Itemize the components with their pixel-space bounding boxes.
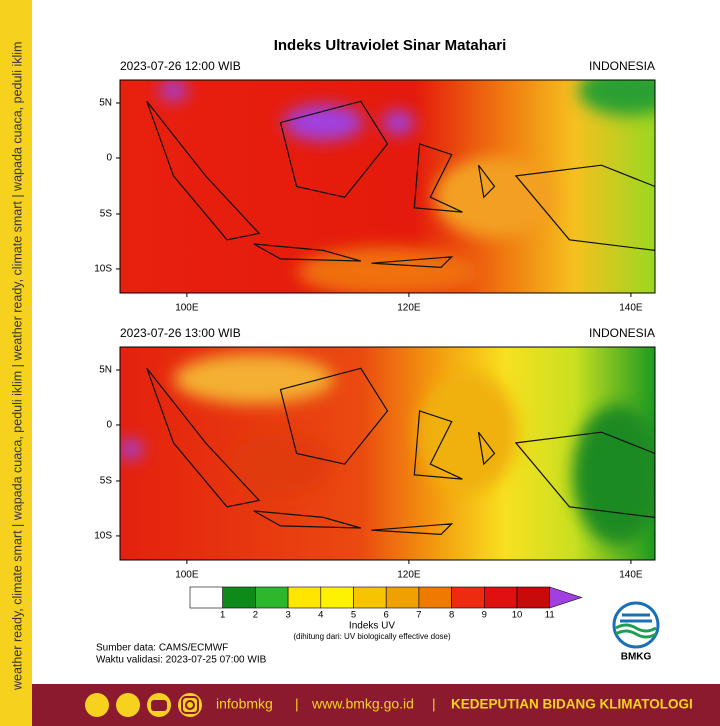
colorbar-box	[320, 586, 354, 609]
colorbar-box	[418, 586, 452, 609]
lat-label: 5N	[99, 98, 112, 109]
uv-blob	[297, 246, 478, 293]
colorbar-arrow	[549, 586, 583, 609]
lon-label: 100E	[175, 570, 199, 581]
colorbar-box	[516, 586, 551, 609]
uv-blob	[283, 104, 364, 141]
colorbar-box	[255, 586, 289, 609]
colorbar-title: Indeks UV	[349, 621, 395, 632]
colorbar-label: 7	[416, 610, 421, 621]
colorbar-box	[353, 586, 387, 609]
map-panel: 2023-07-26 12:00 WIB INDONESIA 5N 0 5S 10S 100…	[94, 59, 656, 314]
uv-blobs	[159, 80, 655, 293]
uv-blob	[159, 80, 188, 101]
lat-label: 5N	[99, 365, 112, 376]
panel-time: 2023-07-26 13:00 WIB	[120, 326, 241, 340]
colorbar-label: 4	[318, 610, 323, 621]
lon-label: 140E	[619, 570, 643, 581]
colorbar-box	[451, 586, 485, 609]
side-band	[0, 0, 32, 726]
footer-site: www.bmkg.go.id	[311, 696, 414, 712]
uv-blob	[434, 157, 555, 238]
colorbar-note: (dihitung dari: UV biologically effectiv…	[293, 632, 451, 641]
logo-text: BMKG	[621, 652, 652, 663]
colorbar-label: 10	[512, 610, 523, 621]
map-panel: 2023-07-26 13:00 WIB INDONESIA 5N 0 5S 10S 100…	[94, 326, 656, 581]
side-text: weather ready, climate smart | wapada cu…	[10, 42, 24, 691]
source: Sumber data: CAMS/ECMWF	[96, 643, 228, 654]
colorbar-label: 5	[351, 610, 356, 621]
colorbar-box	[385, 586, 420, 609]
panel-time: 2023-07-26 12:00 WIB	[120, 59, 241, 73]
lat-label: 0	[106, 420, 112, 431]
footer-handle: infobmkg	[216, 696, 273, 712]
colorbar-label: 1	[220, 610, 225, 621]
social-icons	[85, 693, 202, 717]
panel-region: INDONESIA	[589, 59, 655, 73]
colorbar-label: 11	[545, 610, 555, 621]
lon-label: 140E	[619, 303, 643, 314]
separator: |	[432, 696, 436, 712]
title: Indeks Ultraviolet Sinar Matahari	[274, 37, 507, 54]
lat-label: 10S	[94, 264, 112, 275]
colorbar-label: 9	[482, 610, 487, 621]
uv-blob	[230, 434, 331, 495]
footer-bar	[32, 684, 720, 726]
coastline	[146, 100, 655, 269]
lat-label: 5S	[100, 476, 113, 487]
validity: Waktu validasi: 2023-07-25 07:00 WIB	[96, 655, 267, 666]
uv-blob	[572, 404, 655, 545]
colorbar-box	[483, 586, 518, 609]
uv-blob	[417, 372, 518, 493]
lat-label: 0	[106, 153, 112, 164]
colorbar-box	[287, 586, 322, 609]
panel-region: INDONESIA	[589, 326, 655, 340]
bmkg-logo	[612, 601, 660, 649]
uv-blob	[173, 353, 334, 404]
map-frame	[119, 79, 656, 294]
colorbar-label: 8	[449, 610, 454, 621]
uv-blob	[382, 110, 415, 135]
lon-label: 120E	[397, 303, 421, 314]
coastline	[146, 367, 655, 536]
lat-label: 10S	[94, 531, 112, 542]
colorbar-label: 2	[253, 610, 258, 621]
lat-label: 5S	[100, 209, 113, 220]
separator: |	[295, 696, 299, 712]
footer-org: KEDEPUTIAN BIDANG KLIMATOLOGI	[451, 697, 693, 712]
map-frame	[119, 346, 656, 561]
colorbar-label: 3	[285, 610, 290, 621]
colorbar-box	[222, 586, 256, 609]
colorbar-label: 6	[384, 610, 389, 621]
lon-label: 100E	[175, 303, 199, 314]
lon-label: 120E	[397, 570, 421, 581]
uv-blob	[120, 439, 143, 460]
colorbar-box	[189, 586, 224, 609]
uv-blobs	[120, 353, 655, 545]
uv-blob	[578, 80, 655, 116]
